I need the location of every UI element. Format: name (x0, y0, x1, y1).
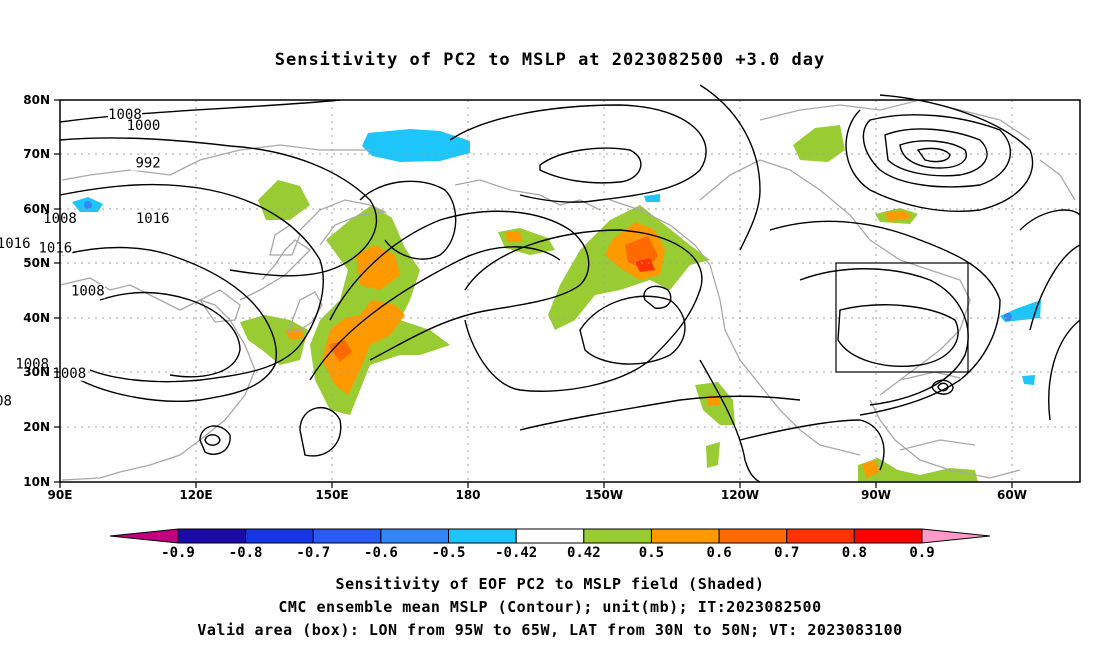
contour-label: 1008 (15, 356, 49, 372)
colorbar-swatch (786, 528, 855, 544)
contour-label-bg (52, 366, 87, 381)
lon-tick-label: 90E (48, 488, 73, 502)
lon-tick-label: 120W (721, 488, 759, 502)
coastlines (59, 99, 1076, 481)
contour-label-bg (38, 241, 73, 256)
contour-label-bg (131, 156, 166, 171)
lat-tick-label: 10N (23, 475, 50, 489)
lat-tick-labels: 80N 70N 60N 50N 40N 30N 20N 10N (23, 93, 50, 489)
colorbar-label: 0.5 (639, 545, 664, 561)
colorbar-label: -0.5 (432, 545, 466, 561)
contour-label: 1016 (39, 240, 73, 256)
colorbar-label: -0.42 (495, 545, 537, 561)
mslp-contours (59, 84, 1081, 483)
colorbar-swatch (583, 528, 652, 544)
lon-tick-label: 150E (315, 488, 348, 502)
contour-label: 1016 (0, 236, 30, 252)
lat-tick-label: 80N (23, 93, 50, 107)
contour-label-bg (70, 284, 105, 299)
contour-label: 1000 (127, 118, 161, 134)
colorbar-swatch (650, 528, 720, 544)
colorbar-swatch (177, 528, 247, 544)
contour-labels: 1008100099210081016100810081016100810081… (0, 107, 170, 410)
page-title: Sensitivity of PC2 to MSLP at 2023082500… (274, 50, 826, 70)
plot-frame (59, 99, 1081, 483)
contour-label: 992 (135, 156, 160, 172)
lat-tick-label: 50N (23, 256, 50, 270)
lon-tick-label: 90W (861, 488, 891, 502)
colorbar-label: -0.8 (229, 545, 263, 561)
contour-label-bg (107, 108, 142, 123)
contour-label-bg (126, 119, 161, 134)
sensitivity-shading (72, 125, 1041, 482)
colorbar-label: 0.9 (909, 545, 934, 561)
contour-label: 1016 (136, 211, 170, 227)
lat-tick-label: 20N (23, 420, 50, 434)
lat-tick-label: 60N (23, 202, 50, 216)
colorbar-label: 0.42 (567, 545, 601, 561)
lat-tick-label: 30N (23, 365, 50, 379)
contour-label-bg (15, 357, 50, 372)
colorbar-swatch (515, 528, 585, 544)
colorbar-min-triangle (109, 528, 179, 544)
colorbar-label: 0.8 (842, 545, 867, 561)
lon-tick-label: 180 (455, 488, 480, 502)
lat-tick-label: 70N (23, 147, 50, 161)
contour-label-bg (0, 236, 31, 251)
colorbar-label: -0.9 (161, 545, 195, 561)
colorbar: -0.9 -0.8 -0.7 -0.6 -0.5 -0.42 0.42 0.5 0.6 0.7 0.… (109, 528, 991, 561)
colorbar-label: -0.7 (296, 545, 330, 561)
lat-tick-label: 40N (23, 311, 50, 325)
caption-line-1: Sensitivity of EOF PC2 to MSLP field (Sh… (335, 575, 765, 593)
caption-line-3: Valid area (box): LON from 95W to 65W, L… (197, 621, 903, 639)
colorbar-label: 0.7 (774, 545, 799, 561)
colorbar-swatch (853, 528, 923, 544)
colorbar-swatch (312, 528, 382, 544)
contour-label-bg (0, 394, 13, 409)
caption-line-2: CMC ensemble mean MSLP (Contour); unit(m… (278, 598, 822, 616)
colorbar-label: 0.6 (706, 545, 731, 561)
colorbar-swatch (245, 528, 314, 544)
lon-tick-label: 150W (585, 488, 623, 502)
colorbar-swatch (380, 528, 450, 544)
colorbar-max-triangle (921, 528, 991, 544)
colorbar-swatch (448, 528, 517, 544)
lon-tick-label: 120E (179, 488, 212, 502)
contour-label: 1008 (52, 366, 86, 382)
gridlines (60, 100, 1080, 482)
contour-label: 1008 (71, 283, 105, 299)
tick-marks (54, 99, 1013, 488)
valid-area-box (835, 262, 969, 373)
contour-label-bg (135, 211, 170, 226)
contour-label: 1008 (0, 394, 12, 410)
lon-tick-label: 60W (997, 488, 1027, 502)
colorbar-label: -0.6 (364, 545, 398, 561)
lon-tick-labels: 90E 120E 150E 180 150W 120W 90W 60W (48, 488, 1027, 502)
colorbar-swatch (718, 528, 788, 544)
